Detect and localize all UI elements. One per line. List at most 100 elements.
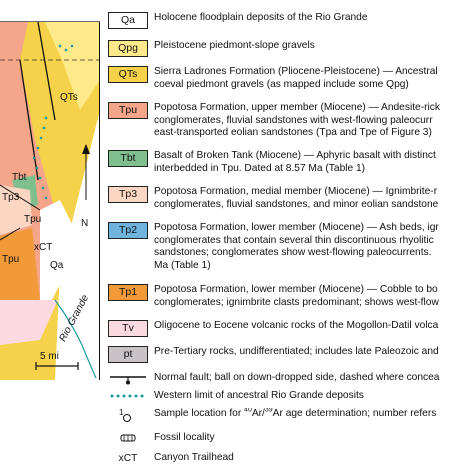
label-tpu-lower: Tpu [2, 254, 19, 265]
legend-item-tp1: Tp1 Popotosa Formation, lower member (Mi… [108, 284, 474, 309]
qpg-unit-area [45, 22, 100, 110]
legend-line: Normal fault; ball on down-dropped side,… [154, 372, 440, 383]
swatch-code: Qpg [118, 42, 138, 55]
legend-line: Ma (Table 1) [154, 259, 211, 271]
legend-item-tp2: Tp2 Popotosa Formation, lower member (Mi… [108, 222, 474, 272]
tp1-unit-area [0, 228, 40, 300]
sample-text-pre: Sample location for [154, 408, 245, 419]
sample-circle-icon: 1 [119, 408, 131, 422]
legend-line: Holocene floodplain deposits of the Rio … [154, 12, 368, 23]
fault-line [37, 21, 56, 121]
legend-line: Basalt of Broken Tank (Miocene) — Aphyri… [154, 150, 436, 161]
legend-line: Popotosa Formation, medial member (Mioce… [154, 186, 438, 197]
sample-number: 1 [119, 408, 124, 417]
legend-line: Canyon Trailhead [154, 452, 234, 463]
legend-line: Sample location for 40Ar/39Ar age determ… [154, 408, 474, 421]
legend-line: coeval piedmont gravels (as mapped inclu… [154, 78, 409, 90]
tv-unit-area [0, 300, 58, 345]
river-line [54, 299, 97, 379]
legend-swatch-tpu: Tpu [108, 102, 148, 119]
legend-swatch-tp3: Tp3 [108, 186, 148, 203]
legend-item-qpg: Qpg Pleistocene piedmont-slope gravels [108, 40, 474, 57]
geologic-map: QTs Tbt Tp3 Tpu Tpu xCT Qa Rio Grande N … [0, 21, 100, 380]
swatch-code: Tv [122, 322, 134, 335]
swatch-code: Tp1 [118, 286, 138, 299]
legend-swatch-tp2: Tp2 [108, 222, 148, 239]
legend-text: Popotosa Formation, lower member (Miocen… [154, 284, 474, 309]
legend-line: Fossil locality [154, 432, 215, 443]
legend-line: conglomerates that contain several thin … [154, 234, 434, 246]
fault-symbol [108, 372, 148, 385]
legend-item-tp3: Tp3 Popotosa Formation, medial member (M… [108, 186, 474, 211]
sample-text-post: Ar age determination; number refers [272, 408, 437, 419]
north-label: N [81, 218, 88, 229]
sample-text-mid: Ar/ [251, 408, 265, 419]
legend-item-qa: Qa Holocene floodplain deposits of the R… [108, 12, 474, 29]
legend-line: conglomerates, fluvial sandstones with w… [154, 114, 433, 126]
dots-icon [110, 394, 144, 398]
legend-line: Popotosa Formation, lower member (Miocen… [154, 284, 438, 295]
legend-text: Popotosa Formation, medial member (Mioce… [154, 186, 474, 211]
label-tbt: Tbt [12, 172, 27, 183]
swatch-code: Tp3 [118, 188, 138, 201]
legend-swatch-qpg: Qpg [108, 40, 148, 57]
legend-item-tv: Tv Oligocene to Eocene volcanic rocks of… [108, 320, 474, 337]
legend-item-pt: pt Pre-Tertiary rocks, undifferentiated;… [108, 346, 474, 363]
label-tpu: Tpu [24, 214, 41, 225]
label-xct: xCT [34, 242, 52, 253]
legend-line: sandstones; conglomerates show west-flow… [154, 247, 432, 259]
label-qts: QTs [60, 92, 78, 103]
legend-line: Western limit of ancestral Rio Grande de… [154, 390, 364, 401]
legend-text: Sierra Ladrones Formation (Pliocene-Plei… [154, 66, 474, 91]
legend-swatch-qts: QTs [108, 66, 148, 83]
legend-item-sample: 1 Sample location for 40Ar/39Ar age dete… [108, 408, 474, 424]
sample-sup-40: 40 [244, 408, 252, 414]
swatch-code: Qa [120, 14, 135, 27]
legend-item-fault: Normal fault; ball on down-dropped side,… [108, 372, 474, 385]
fault-line [0, 227, 21, 241]
legend-text: Pleistocene piedmont-slope gravels [154, 40, 474, 53]
legend-text: Holocene floodplain deposits of the Rio … [154, 12, 474, 25]
legend-line: Pre-Tertiary rocks, undifferentiated; in… [154, 346, 439, 357]
legend-text: Popotosa Formation, lower member (Miocen… [154, 222, 474, 272]
legend-swatch-tv: Tv [108, 320, 148, 337]
legend-item-trailhead: xCT Canyon Trailhead [108, 452, 474, 465]
swatch-code: Tp2 [118, 224, 138, 237]
legend-text: Pre-Tertiary rocks, undifferentiated; in… [154, 346, 474, 359]
sample-sup-39: 39 [264, 408, 273, 414]
legend-swatch-tbt: Tbt [108, 150, 148, 167]
dotted-line-symbol [108, 390, 148, 403]
swatch-code: QTs [118, 68, 138, 81]
legend-line: conglomerates, fluvial sandstones, and m… [154, 198, 439, 210]
legend-swatch-qa: Qa [108, 12, 148, 29]
western-limit-dots [32, 44, 74, 200]
swatch-code: Tbt [120, 152, 136, 165]
legend-line: east-transported eolian sandstones (Tpa … [154, 127, 432, 139]
legend-line: conglomerates; ignimbrite clasts predomi… [154, 296, 439, 308]
legend-text: Oligocene to Eocene volcanic rocks of th… [154, 320, 474, 333]
legend-item-western-limit: Western limit of ancestral Rio Grande de… [108, 390, 474, 403]
label-qa: Qa [50, 260, 64, 271]
legend-item-qts: QTs Sierra Ladrones Formation (Pliocene-… [108, 66, 474, 91]
legend-line: interbedded in Tpu. Dated at 8.57 Ma (Ta… [154, 162, 366, 174]
legend-line: Oligocene to Eocene volcanic rocks of th… [154, 320, 439, 331]
tpu-upper-area [0, 22, 28, 68]
trailhead-code: xCT [118, 453, 138, 464]
legend-text: Popotosa Formation, upper member (Miocen… [154, 102, 474, 140]
legend-item-tbt: Tbt Basalt of Broken Tank (Miocene) — Ap… [108, 150, 474, 175]
north-arrow-head [82, 144, 90, 154]
sample-symbol: 1 [108, 408, 148, 424]
tp3-unit-area [0, 185, 32, 235]
fossil-symbol [108, 432, 148, 445]
qa-unit-area [40, 200, 75, 300]
scale-label: 5 mi [40, 351, 59, 362]
legend-line: Sierra Ladrones Formation (Pliocene-Plei… [154, 66, 438, 77]
legend-swatch-pt: pt [108, 346, 148, 363]
label-tp3: Tp3 [2, 192, 20, 203]
legend-item-fossil: Fossil locality [108, 432, 474, 445]
fault-icon [110, 376, 146, 385]
legend-swatch-tp1: Tp1 [108, 284, 148, 301]
swatch-code: Tpu [118, 104, 138, 117]
fault-line [0, 184, 41, 211]
